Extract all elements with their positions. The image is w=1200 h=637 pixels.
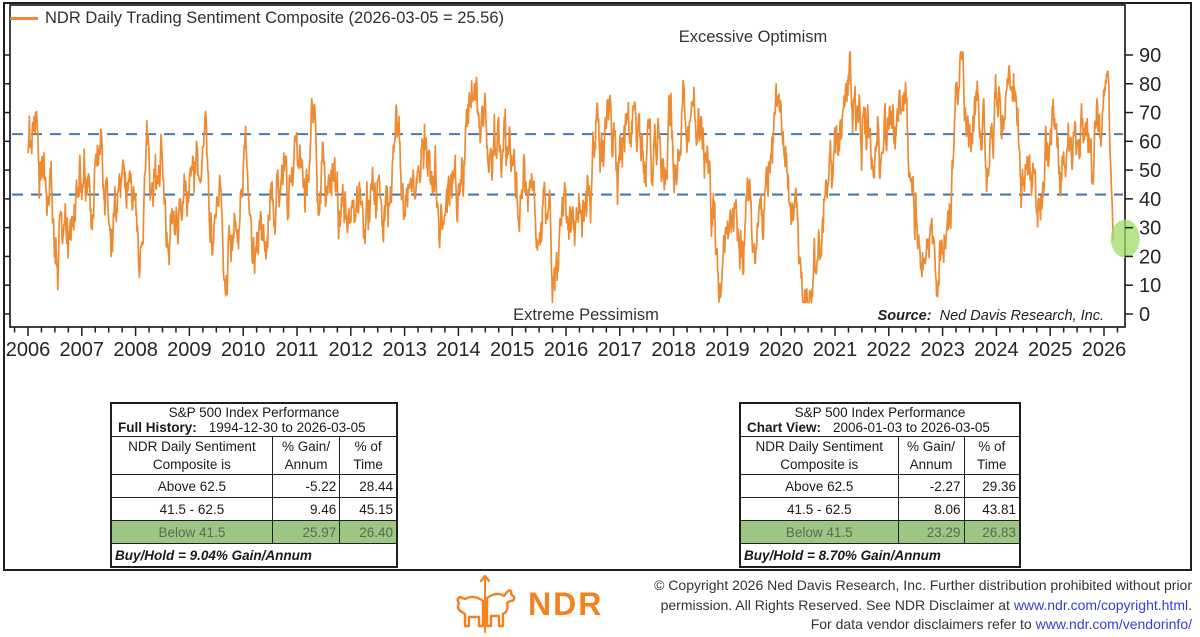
- buy-hold-note: Buy/Hold = 8.70% Gain/Annum: [739, 543, 1021, 568]
- table-row: 41.5 - 62.5 9.46 45.15: [110, 497, 398, 522]
- table-row: Above 62.5 -5.22 28.44: [110, 474, 398, 499]
- x-tick-label: 2026: [1082, 339, 1127, 361]
- table-cell-value: 23.29: [897, 520, 965, 545]
- table-cell-value: 45.15: [339, 497, 398, 522]
- y-tick-label: 90: [1139, 45, 1161, 67]
- chart-legend: NDR Daily Trading Sentiment Composite (2…: [10, 9, 504, 28]
- y-tick-label: 70: [1139, 103, 1161, 125]
- table-title-cell: S&P 500 Index Performance Chart View: 200…: [739, 402, 1021, 437]
- y-tick-label: 80: [1139, 74, 1161, 96]
- y-tick-label: 30: [1139, 218, 1161, 240]
- table-cell-value: 25.97: [271, 520, 341, 545]
- x-tick-label: 2023: [920, 339, 965, 361]
- plot-border: [9, 4, 1126, 328]
- copyright-note: © Copyright 2026 Ned Davis Research, Inc…: [572, 576, 1192, 635]
- table-row: Below 41.5 23.29 26.83: [739, 520, 1021, 545]
- table-cell-range: Below 41.5: [110, 520, 273, 545]
- x-tick-label: 2022: [867, 339, 912, 361]
- x-tick-label: 2017: [598, 339, 643, 361]
- legend-label: NDR Daily Trading Sentiment Composite (2…: [45, 9, 505, 27]
- table-cell-value: 43.81: [963, 497, 1021, 522]
- table-title: S&P 500 Index Performance: [168, 405, 340, 420]
- source-label: Source:: [877, 308, 932, 324]
- x-tick-label: 2009: [167, 339, 212, 361]
- table-cell-value: 28.44: [339, 474, 398, 499]
- col-header-time: % of Time: [963, 435, 1021, 476]
- x-tick-label: 2011: [275, 339, 318, 361]
- table-period-value: 2006-01-03 to 2026-03-05: [833, 420, 990, 435]
- x-tick-label: 2019: [705, 339, 750, 361]
- x-tick-label: 2024: [974, 339, 1019, 361]
- x-tick-label: 2007: [60, 339, 105, 361]
- copyright-line-2: permission. All Rights Reserved. See NDR…: [660, 596, 1192, 613]
- table-cell-range: 41.5 - 62.5: [739, 497, 899, 522]
- table-cell-range: Above 62.5: [739, 474, 899, 499]
- x-tick-label: 2021: [813, 339, 858, 361]
- table-cell-value: 26.40: [339, 520, 398, 545]
- source-text: Ned Davis Research, Inc.: [939, 308, 1104, 324]
- table-cell-range: Below 41.5: [739, 520, 899, 545]
- table-cell-value: 26.83: [963, 520, 1021, 545]
- table-row: Above 62.5 -2.27 29.36: [739, 474, 1021, 499]
- x-tick-label: 2014: [436, 339, 481, 361]
- y-tick-label: 20: [1139, 246, 1161, 268]
- table-period-label: Chart View:: [747, 420, 822, 435]
- sentiment-line-chart: 0 10 20 30 40 50 60 70 80 90 2006 2007 2008 2009 2010 2…: [5, 4, 1161, 361]
- table-cell-value: 8.06: [897, 497, 965, 522]
- table-period-label: Full History:: [118, 420, 197, 435]
- sentiment-series-line: [27, 51, 1114, 304]
- copyright-line-1: © Copyright 2026 Ned Davis Research, Inc…: [654, 577, 1192, 593]
- col-header-gain: % Gain/ Annum: [897, 435, 965, 476]
- copyright-line-3: For data vendor disclaimers refer to www…: [810, 616, 1192, 632]
- annotation-excessive-optimism: Excessive Optimism: [678, 28, 828, 46]
- chart-frame: 0 10 20 30 40 50 60 70 80 90 2006 2007 2008 2009 2010 2…: [3, 2, 1192, 571]
- y-tick-label: 60: [1139, 131, 1161, 153]
- x-tick-label: 2013: [382, 339, 427, 361]
- x-tick-label: 2025: [1028, 339, 1073, 361]
- table-title: S&P 500 Index Performance: [794, 405, 966, 420]
- col-header-time: % of Time: [339, 435, 398, 476]
- y-tick-label: 0: [1139, 304, 1150, 326]
- table-cell-value: 29.36: [963, 474, 1021, 499]
- vendorinfo-link[interactable]: www.ndr.com/vendorinfo/: [1035, 616, 1192, 632]
- table-cell-value: 9.46: [271, 497, 341, 522]
- table-row: Below 41.5 25.97 26.40: [110, 520, 398, 545]
- latest-value-highlight: [1110, 219, 1140, 258]
- ndr-logo: NDR: [452, 574, 603, 634]
- table-row: 41.5 - 62.5 8.06 43.81: [739, 497, 1021, 522]
- col-header-composite: NDR Daily Sentiment Composite is: [739, 435, 899, 476]
- legend-line-swatch: [10, 17, 38, 20]
- source-note: Source: Ned Davis Research, Inc.: [878, 308, 1104, 324]
- x-tick-label: 2015: [490, 339, 535, 361]
- ndr-logo-text: NDR: [528, 585, 604, 622]
- table-cell-value: -2.27: [897, 474, 965, 499]
- copyright-link[interactable]: www.ndr.com/copyright.html: [1013, 596, 1189, 613]
- table-cell-range: Above 62.5: [110, 474, 273, 499]
- col-header-composite: NDR Daily Sentiment Composite is: [110, 435, 273, 476]
- performance-table-full-history: S&P 500 Index Performance Full History: 1…: [110, 402, 398, 569]
- y-tick-label: 10: [1139, 275, 1161, 297]
- x-tick-label: 2010: [221, 339, 266, 361]
- col-header-gain: % Gain/ Annum: [271, 435, 341, 476]
- table-cell-range: 41.5 - 62.5: [110, 497, 273, 522]
- x-tick-label: 2016: [544, 339, 589, 361]
- x-tick-label: 2008: [113, 339, 158, 361]
- table-cell-value: -5.22: [271, 474, 341, 499]
- table-period-value: 1994-12-30 to 2026-03-05: [208, 420, 366, 435]
- x-tick-label: 2018: [651, 339, 696, 361]
- table-title-cell: S&P 500 Index Performance Full History: 1…: [110, 402, 398, 437]
- performance-table-chart-view: S&P 500 Index Performance Chart View: 200…: [739, 402, 1022, 569]
- buy-hold-note: Buy/Hold = 9.04% Gain/Annum: [110, 543, 398, 568]
- ndr-bull-bear-icon: [456, 574, 516, 633]
- y-tick-label: 50: [1139, 160, 1161, 182]
- x-tick-label: 2012: [329, 339, 374, 361]
- x-tick-label: 2006: [6, 339, 51, 361]
- y-tick-label: 40: [1139, 189, 1161, 211]
- x-tick-label: 2020: [759, 339, 804, 361]
- annotation-extreme-pessimism: Extreme Pessimism: [513, 306, 659, 324]
